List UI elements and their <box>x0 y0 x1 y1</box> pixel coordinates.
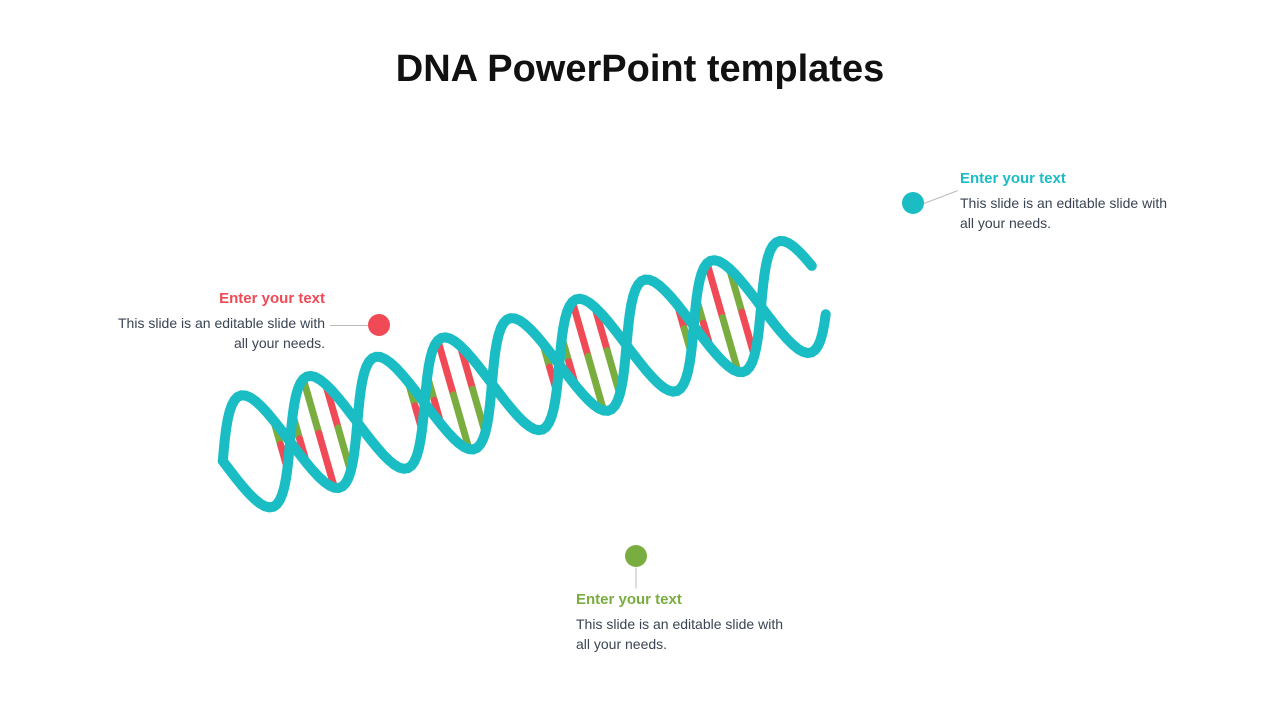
callout-heading-right: Enter your text <box>960 170 1170 187</box>
callout-body-left: This slide is an editable slide with all… <box>115 313 325 354</box>
callout-text-right: Enter your text This slide is an editable… <box>960 170 1170 234</box>
callout-line-right <box>924 190 958 204</box>
dna-diagram <box>180 140 900 600</box>
callout-line-bottom <box>636 568 637 589</box>
callout-dot-bottom <box>625 545 647 567</box>
callout-dot-left <box>368 314 390 336</box>
callout-text-left: Enter your text This slide is an editable… <box>115 290 325 354</box>
callout-heading-bottom: Enter your text <box>576 591 786 608</box>
callout-body-bottom: This slide is an editable slide with all… <box>576 614 786 655</box>
callout-body-right: This slide is an editable slide with all… <box>960 193 1170 234</box>
dna-svg <box>180 140 900 600</box>
callout-dot-right <box>902 192 924 214</box>
callout-heading-left: Enter your text <box>115 290 325 307</box>
callout-text-bottom: Enter your text This slide is an editable… <box>576 591 786 655</box>
callout-line-left <box>330 325 368 326</box>
page-title: DNA PowerPoint templates <box>0 48 1280 91</box>
